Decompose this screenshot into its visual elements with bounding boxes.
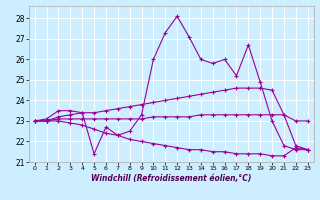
X-axis label: Windchill (Refroidissement éolien,°C): Windchill (Refroidissement éolien,°C) <box>91 174 252 183</box>
